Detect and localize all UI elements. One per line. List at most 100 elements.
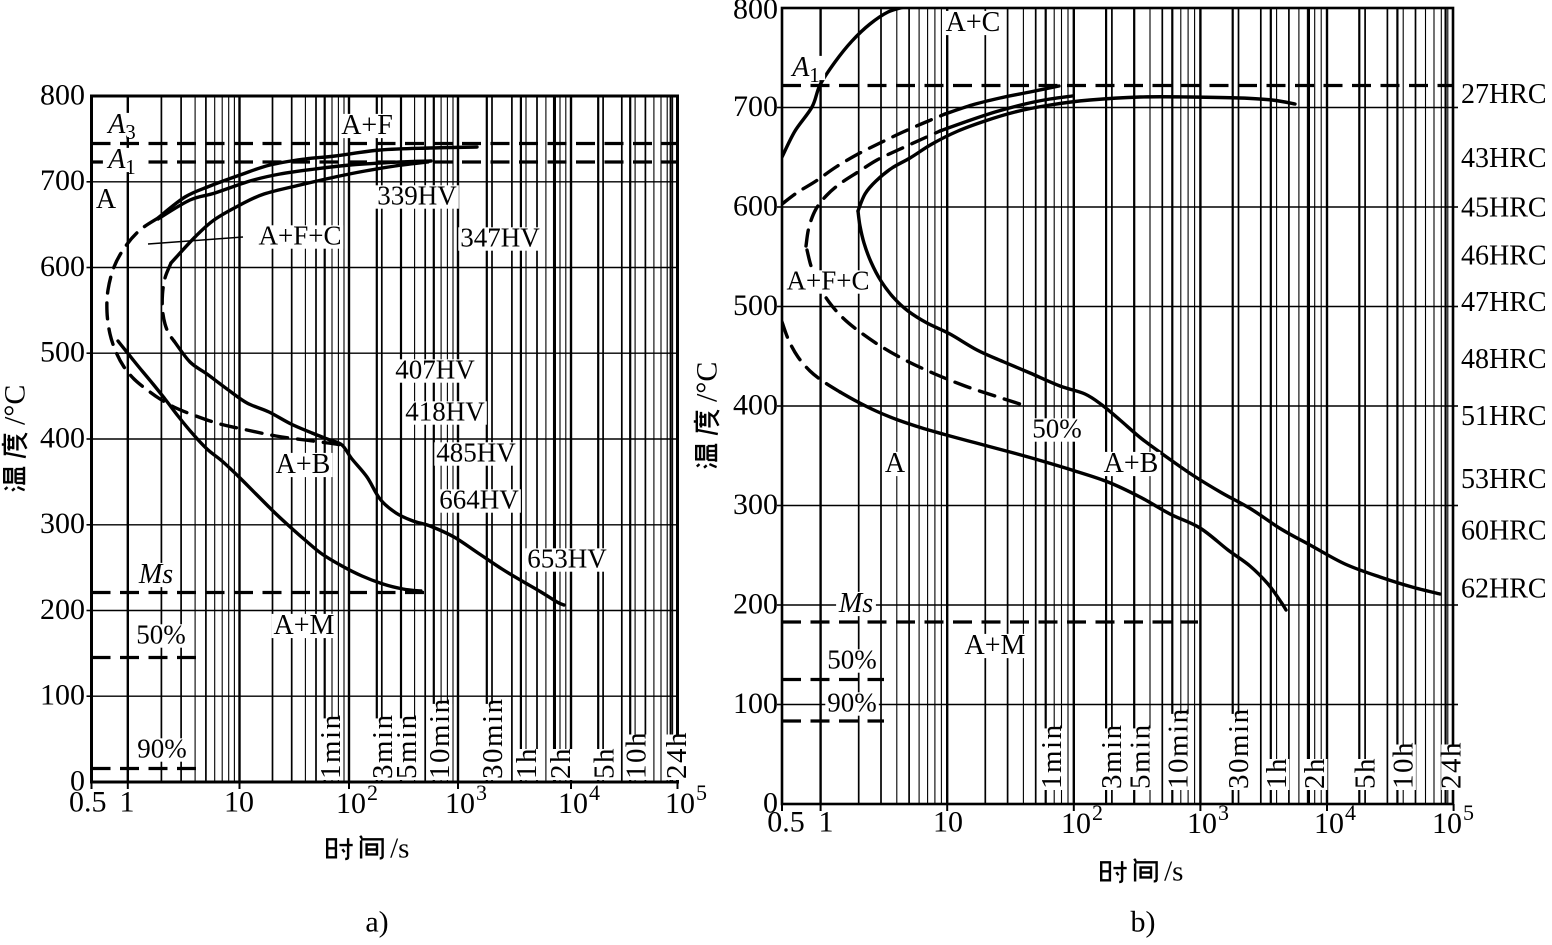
svg-text:/°C: /°C (0, 385, 32, 425)
svg-text:Ms: Ms (138, 559, 173, 590)
svg-text:10min: 10min (1162, 707, 1194, 789)
svg-text:Ms: Ms (838, 588, 873, 619)
svg-text:A+C: A+C (946, 7, 1001, 38)
svg-text:A+F+C: A+F+C (259, 221, 342, 251)
svg-text:4: 4 (589, 780, 600, 805)
svg-text:27HRC: 27HRC (1461, 79, 1547, 110)
svg-text:1h: 1h (1261, 757, 1293, 789)
svg-text:500: 500 (733, 289, 778, 322)
svg-text:24h: 24h (661, 731, 693, 779)
svg-text:0: 0 (70, 764, 85, 797)
svg-text:664HV: 664HV (439, 485, 519, 515)
svg-text:3min: 3min (1096, 723, 1128, 789)
svg-text:10: 10 (1314, 807, 1344, 840)
svg-text:2h: 2h (545, 747, 577, 779)
svg-text:600: 600 (733, 189, 778, 222)
svg-text:A+M: A+M (965, 630, 1026, 661)
svg-text:53HRC: 53HRC (1461, 464, 1547, 495)
svg-text:10: 10 (558, 787, 588, 820)
svg-text:1: 1 (120, 785, 135, 818)
svg-text:4: 4 (1345, 800, 1356, 825)
svg-text:653HV: 653HV (527, 544, 607, 574)
svg-text:43HRC: 43HRC (1461, 143, 1547, 174)
svg-text:347HV: 347HV (460, 223, 540, 253)
svg-text:600: 600 (40, 250, 85, 283)
svg-text:1min: 1min (315, 713, 347, 779)
svg-text:/s: /s (1164, 855, 1183, 887)
svg-text:800: 800 (733, 0, 778, 25)
svg-text:3min: 3min (367, 713, 399, 779)
svg-text:10: 10 (224, 785, 254, 818)
svg-text:50%: 50% (1032, 414, 1082, 444)
svg-text:/s: /s (390, 832, 409, 864)
svg-text:10: 10 (1061, 807, 1091, 840)
svg-text:700: 700 (733, 90, 778, 123)
svg-text:24h: 24h (1436, 741, 1468, 789)
svg-text:400: 400 (40, 421, 85, 454)
svg-text:0.5: 0.5 (767, 805, 805, 838)
svg-text:A3: A3 (106, 109, 136, 144)
svg-text:62HRC: 62HRC (1461, 573, 1547, 604)
svg-text:700: 700 (40, 164, 85, 197)
svg-text:1h: 1h (511, 747, 543, 779)
svg-text:A+B: A+B (276, 449, 331, 480)
svg-text:10: 10 (336, 787, 366, 820)
svg-text:A: A (885, 448, 906, 479)
svg-text:5: 5 (1463, 800, 1474, 825)
svg-text:1: 1 (819, 805, 834, 838)
svg-text:0.5: 0.5 (69, 785, 107, 818)
svg-text:200: 200 (733, 587, 778, 620)
svg-text:10h: 10h (620, 731, 652, 779)
svg-text:800: 800 (40, 78, 85, 111)
svg-text:1min: 1min (1036, 723, 1068, 789)
svg-text:500: 500 (40, 336, 85, 369)
svg-text:100: 100 (733, 687, 778, 720)
svg-text:400: 400 (733, 388, 778, 421)
svg-text:300: 300 (40, 507, 85, 540)
svg-text:10: 10 (1187, 807, 1217, 840)
svg-text:A+F+C: A+F+C (787, 266, 870, 296)
svg-text:A1: A1 (790, 52, 820, 87)
svg-text:100: 100 (40, 679, 85, 712)
svg-text:10: 10 (445, 787, 475, 820)
svg-text:90%: 90% (827, 688, 877, 718)
svg-text:5: 5 (696, 780, 707, 805)
svg-text:5h: 5h (588, 747, 620, 779)
svg-text:2: 2 (367, 780, 378, 805)
svg-text:48HRC: 48HRC (1461, 344, 1547, 375)
svg-text:A+M: A+M (274, 610, 335, 641)
svg-text:3: 3 (476, 780, 487, 805)
svg-text:A+F: A+F (341, 110, 393, 141)
svg-text:51HRC: 51HRC (1461, 401, 1547, 432)
svg-text:200: 200 (40, 593, 85, 626)
svg-text:45HRC: 45HRC (1461, 193, 1547, 224)
svg-text:46HRC: 46HRC (1461, 240, 1547, 271)
svg-text:10min: 10min (424, 697, 456, 779)
svg-text:3: 3 (1218, 800, 1229, 825)
svg-text:50%: 50% (827, 645, 877, 675)
svg-text:A: A (96, 184, 117, 215)
svg-text:A+B: A+B (1104, 448, 1159, 479)
svg-text:5min: 5min (1124, 723, 1156, 789)
svg-text:5min: 5min (391, 713, 423, 779)
svg-text:a): a) (365, 905, 388, 938)
svg-text:10: 10 (1432, 807, 1462, 840)
svg-text:485HV: 485HV (436, 438, 516, 468)
svg-text:2h: 2h (1299, 757, 1331, 789)
svg-text:10h: 10h (1388, 741, 1420, 789)
svg-text:60HRC: 60HRC (1461, 515, 1547, 546)
svg-text:407HV: 407HV (395, 355, 475, 385)
svg-text:2: 2 (1092, 800, 1103, 825)
svg-text:b): b) (1131, 905, 1156, 938)
svg-text:10: 10 (665, 787, 695, 820)
svg-text:30min: 30min (1223, 707, 1255, 789)
svg-text:90%: 90% (137, 734, 187, 764)
svg-text:0: 0 (763, 786, 778, 819)
svg-text:/°C: /°C (691, 362, 724, 402)
svg-text:339HV: 339HV (377, 181, 457, 211)
svg-text:A1: A1 (106, 144, 136, 179)
svg-text:418HV: 418HV (405, 397, 485, 427)
svg-text:50%: 50% (136, 620, 186, 650)
svg-text:5h: 5h (1349, 757, 1381, 789)
svg-text:300: 300 (733, 488, 778, 521)
